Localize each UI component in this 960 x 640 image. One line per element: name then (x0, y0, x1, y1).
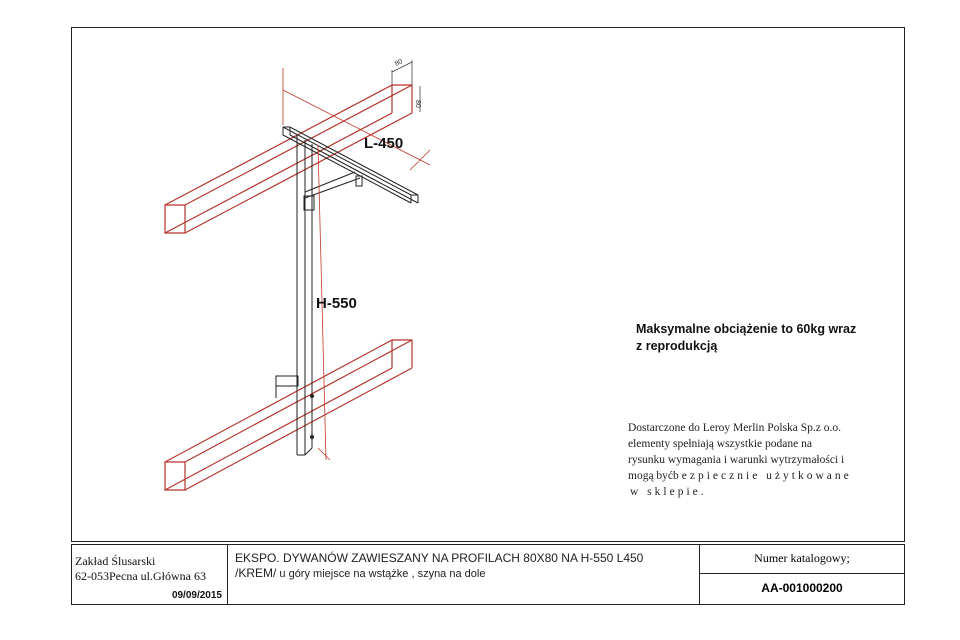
title-block: Zakład Ślusarski 62-053Pecna ul.Główna 6… (71, 544, 905, 605)
profile-dimension (391, 60, 421, 112)
supply-note-line4a: mogą być (628, 470, 674, 482)
vertical-post (275, 135, 315, 456)
profile-height-label: 80 (414, 100, 421, 108)
description-cell: EKSPO. DYWANÓW ZAWIESZANY NA PROFILACH 8… (228, 545, 700, 604)
supply-note: Dostarczone do Leroy Merlin Polska Sp.z … (628, 420, 900, 500)
company-name: Zakład Ślusarski (75, 554, 156, 568)
load-note-line1: Maksymalne obciążenie to 60kg wraz (636, 322, 857, 336)
max-load-note: Maksymalne obciążenie to 60kg wraz z rep… (636, 321, 886, 355)
profile-width-label: 80 (394, 58, 404, 68)
lower-profile (164, 339, 413, 491)
supply-note-line4b: bezpiecznie użytkowane (673, 470, 852, 482)
catalog-cell: Numer katalogowy; AA-001000200 (700, 545, 904, 604)
upper-profile (164, 84, 413, 234)
height-dimension-label: H-550 (316, 295, 357, 312)
drawing-frame (71, 27, 905, 542)
horizontal-arm (282, 126, 419, 204)
drawing-date: 09/09/2015 (171, 590, 222, 601)
supply-note-line2: elementy spełniają wszystkie podane na (628, 438, 812, 450)
load-note-line2: z reprodukcją (636, 339, 718, 353)
supply-note-line1: Dostarczone do Leroy Merlin Polska Sp.z … (628, 422, 842, 434)
dimension-lines (282, 68, 431, 461)
description-line2b: u góry miejsce na wstążke , szyna na dol… (276, 568, 486, 580)
supply-note-line5: w sklepie. (630, 486, 707, 498)
supply-note-line4: mogą byćbezpiecznie użytkowane (628, 468, 900, 484)
description-line2a: /KREM/ (235, 566, 277, 580)
description-line2: /KREM/ u góry miejsce na wstążke , szyna… (235, 566, 699, 582)
length-dimension-label: L-450 (364, 135, 404, 152)
company-address: 62-053Pecna ul.Główna 63 (75, 569, 206, 583)
description-line1: EKSPO. DYWANÓW ZAWIESZANY NA PROFILACH 8… (235, 551, 644, 565)
company-cell: Zakład Ślusarski 62-053Pecna ul.Główna 6… (72, 545, 228, 604)
supply-note-line3: rysunku wymagania i warunki wytrzymałośc… (628, 454, 845, 466)
catalog-label: Numer katalogowy; (700, 545, 904, 574)
catalog-number: AA-001000200 (761, 581, 843, 595)
